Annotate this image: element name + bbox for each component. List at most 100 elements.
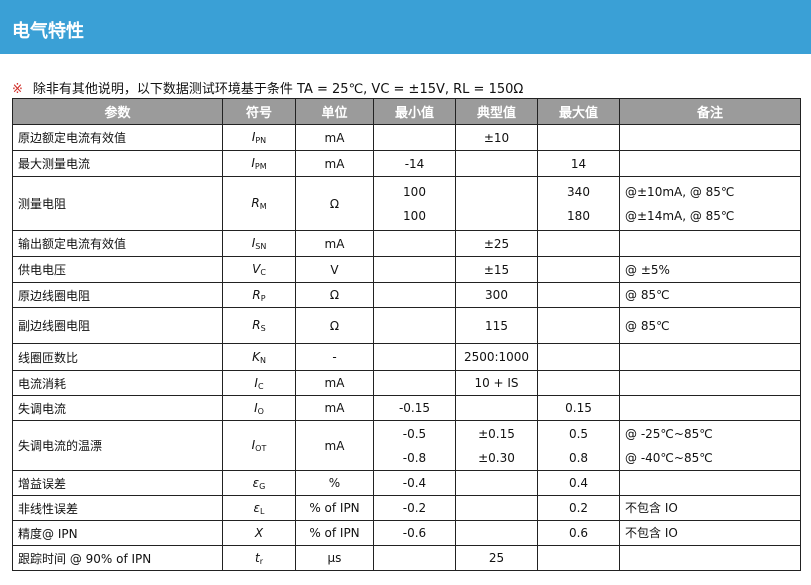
- table-row: 电流消耗 IC mA 10 + IS: [12, 370, 801, 396]
- remark-cell: [619, 230, 801, 257]
- symbol-subscript: L: [260, 506, 265, 516]
- unit-cell: Ω: [295, 307, 374, 344]
- symbol-subscript: P: [260, 293, 266, 303]
- remark-cell: [619, 545, 801, 571]
- min-cell: [373, 256, 456, 283]
- remark-cell: 不包含 IO: [619, 495, 801, 521]
- max-cell: 0.4: [537, 470, 620, 496]
- symbol-cell: IPN: [222, 124, 296, 151]
- unit-cell: % of IPN: [295, 520, 374, 546]
- typ-cell: ±25: [455, 230, 538, 257]
- column-header: 备注: [619, 98, 801, 125]
- table-row: 测量电阻 RM Ω 100 100 340 180 @±10mA, @ 85℃ @±14mA, …: [12, 176, 801, 231]
- typ-cell: 2500:1000: [455, 343, 538, 371]
- min-value: -0.15: [398, 401, 431, 415]
- remark-cell: [619, 343, 801, 371]
- table-row: 跟踪时间 @ 90% of IPN tr µs 25: [12, 545, 801, 571]
- symbol-base: R: [252, 287, 261, 302]
- electrical-characteristics-table: 参数 符号 单位 最小值 典型值 最大值 备注 原边额定电流有效值 IPN mA ±10 最大测量电…: [12, 98, 801, 571]
- param-cell: 线圈匝数比: [12, 343, 223, 371]
- symbol-base: I: [251, 130, 256, 144]
- unit-cell: V: [295, 256, 374, 283]
- unit-cell: %: [295, 470, 374, 496]
- table-row: 原边额定电流有效值 IPN mA ±10: [12, 124, 801, 151]
- param-cell: 最大测量电流: [12, 150, 223, 177]
- max-cell: 0.5 0.8: [537, 420, 620, 471]
- param-cell: 精度@ IPN: [12, 520, 223, 546]
- max-cell: [537, 124, 620, 151]
- typ-value: 2500:1000: [463, 350, 530, 364]
- typ-value: ±25: [483, 236, 510, 251]
- table-row: 供电电压 VC V ±15 @ ±5%: [12, 256, 801, 283]
- min-cell: [373, 124, 456, 151]
- symbol-base: I: [251, 438, 256, 452]
- symbol-cell: RS: [222, 307, 296, 344]
- symbol-cell: VC: [222, 256, 296, 283]
- typ-value: ±10: [483, 130, 510, 145]
- symbol-subscript: G: [259, 481, 266, 491]
- min-cell: [373, 545, 456, 571]
- symbol-base: I: [251, 236, 256, 250]
- table-row: 失调电流 IO mA -0.15 0.15: [12, 395, 801, 421]
- typ-cell: [455, 495, 538, 521]
- max-cell: 0.6: [537, 520, 620, 546]
- column-header: 单位: [295, 98, 374, 125]
- remark-cell: [619, 150, 801, 177]
- typ-value: 10 + IS: [474, 376, 519, 390]
- min-value: -0.5: [402, 426, 427, 441]
- unit-cell: µs: [295, 545, 374, 571]
- symbol-base: ε: [253, 500, 261, 515]
- remark-cell: @ -25℃~85℃ @ -40℃~85℃: [619, 420, 801, 471]
- unit-cell: mA: [295, 230, 374, 257]
- typ-cell: 10 + IS: [455, 370, 538, 396]
- max-value: 0.15: [565, 401, 592, 415]
- typ-cell: 115: [455, 307, 538, 344]
- max-cell: [537, 307, 620, 344]
- typ-value: ±15: [483, 262, 510, 277]
- param-cell: 测量电阻: [12, 176, 223, 231]
- min-cell: [373, 282, 456, 308]
- min-cell: -0.6: [373, 520, 456, 546]
- max-value: 0.4: [568, 476, 589, 490]
- column-header: 典型值: [455, 98, 538, 125]
- remark-cell: [619, 124, 801, 151]
- symbol-subscript: N: [259, 355, 266, 365]
- remark-value: @ ±5%: [625, 262, 670, 277]
- min-cell: -0.15: [373, 395, 456, 421]
- typ-cell: [455, 150, 538, 177]
- symbol-cell: RM: [222, 176, 296, 231]
- symbol-base: ε: [252, 475, 260, 490]
- note-mark-icon: ※: [12, 82, 23, 97]
- param-cell: 输出额定电流有效值: [12, 230, 223, 257]
- min-cell: [373, 307, 456, 344]
- remark-cell: 不包含 IO: [619, 520, 801, 546]
- max-cell: [537, 545, 620, 571]
- unit-cell: Ω: [295, 282, 374, 308]
- remark-cell: @ 85℃: [619, 307, 801, 344]
- remark-value: 不包含 IO: [625, 501, 678, 515]
- typ-cell: [455, 176, 538, 231]
- max-value: 180: [567, 208, 590, 223]
- max-cell: [537, 370, 620, 396]
- typ-cell: [455, 470, 538, 496]
- remark-cell: [619, 470, 801, 496]
- symbol-cell: RP: [222, 282, 296, 308]
- param-cell: 失调电流: [12, 395, 223, 421]
- param-cell: 失调电流的温漂: [12, 420, 223, 471]
- symbol-subscript: M: [259, 202, 267, 211]
- note-text: 除非有其他说明，以下数据测试环境基于条件 TA = 25℃, VC = ±15V…: [32, 82, 524, 97]
- remark-cell: @ 85℃: [619, 282, 801, 308]
- remark-value: 不包含 IO: [625, 526, 678, 540]
- typ-value: ±0.30: [478, 450, 515, 465]
- unit-cell: mA: [295, 395, 374, 421]
- typ-cell: [455, 395, 538, 421]
- symbol-cell: IPM: [222, 150, 296, 177]
- min-cell: -14: [373, 150, 456, 177]
- max-cell: 0.15: [537, 395, 620, 421]
- min-value: -0.8: [402, 450, 427, 465]
- max-cell: 14: [537, 150, 620, 177]
- min-value: -0.4: [402, 476, 427, 490]
- table-header-row: 参数 符号 单位 最小值 典型值 最大值 备注: [12, 98, 801, 125]
- param-cell: 原边额定电流有效值: [12, 124, 223, 151]
- remark-value: @±10mA, @ 85℃: [625, 184, 735, 199]
